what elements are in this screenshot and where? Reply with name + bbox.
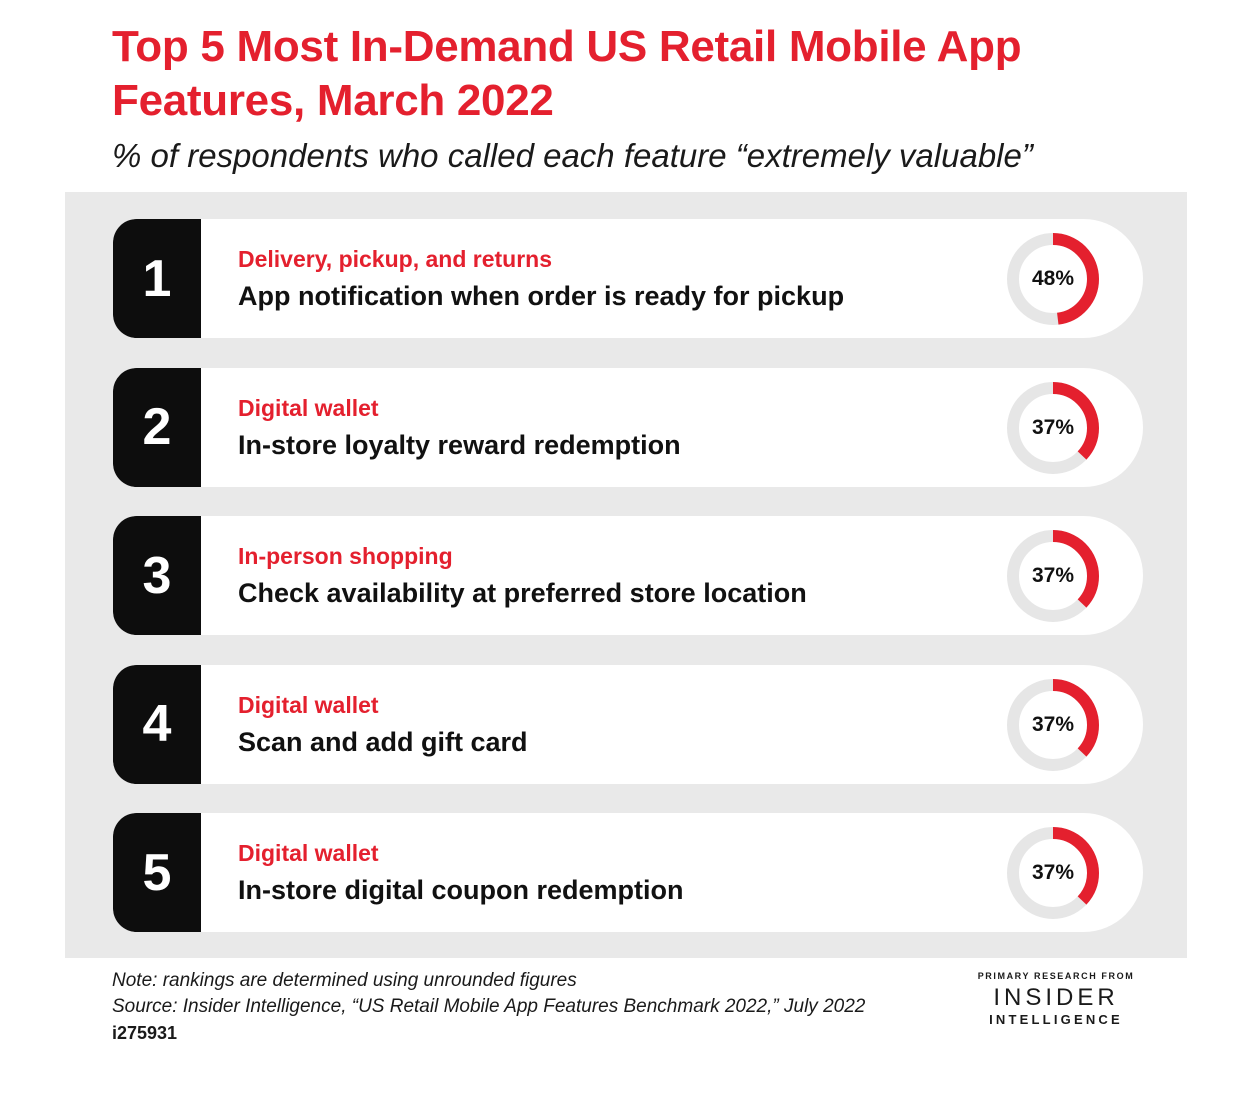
footnote: Note: rankings are determined using unro… — [112, 970, 577, 991]
rank-number: 1 — [113, 219, 201, 338]
ranking-row: 3 In-person shopping Check availability at… — [113, 516, 1143, 635]
feature-name: Scan and add gift card — [238, 726, 528, 757]
brand-tagline: PRIMARY RESEARCH FROM — [977, 971, 1135, 981]
feature-name: In-store loyalty reward redemption — [238, 429, 681, 460]
value-donut: 48% — [1007, 233, 1099, 325]
chart-title: Top 5 Most In-Demand US Retail Mobile Ap… — [112, 22, 1022, 125]
value-label: 48% — [1031, 267, 1075, 290]
feature-category: In-person shopping — [238, 543, 453, 569]
brand-name-line1: INSIDER — [993, 984, 1119, 1011]
chart-subtitle: % of respondents who called each feature… — [112, 137, 1033, 174]
feature-category: Digital wallet — [238, 394, 379, 421]
value-donut: 37% — [1007, 530, 1099, 622]
feature-category: Digital wallet — [238, 691, 379, 718]
value-donut: 37% — [1007, 381, 1099, 474]
value-label: 37% — [1031, 415, 1075, 439]
rank-number: 4 — [113, 664, 201, 784]
donut-value-arc — [1007, 233, 1099, 325]
source-note: Source: Insider Intelligence, “US Retail… — [112, 996, 866, 1017]
feature-category: Delivery, pickup, and returns — [238, 246, 553, 272]
donut-value-arc — [1007, 678, 1099, 771]
rank-number: 5 — [113, 813, 201, 932]
ranking-row: 5 Digital wallet In-store digital coupon r… — [113, 813, 1143, 932]
value-label: 37% — [1031, 712, 1075, 736]
value-donut: 37% — [1007, 827, 1099, 919]
value-label: 37% — [1031, 564, 1075, 587]
donut-chart — [1007, 381, 1099, 474]
ranking-row: 1 Delivery, pickup, and returns App notifi… — [113, 219, 1143, 338]
brand-name-line2: INTELLIGENCE — [989, 1012, 1123, 1027]
brand-logo: PRIMARY RESEARCH FROM INSIDER INTELLIGEN… — [972, 970, 1140, 1028]
ranking-panel: 1 Delivery, pickup, and returns App notifi… — [65, 192, 1187, 958]
donut-chart — [1007, 530, 1099, 622]
rank-number: 2 — [113, 367, 201, 487]
feature-category: Digital wallet — [238, 840, 379, 866]
value-donut: 37% — [1007, 678, 1099, 771]
value-label: 37% — [1031, 861, 1075, 884]
donut-chart — [1007, 827, 1099, 919]
feature-name: Check availability at preferred store lo… — [238, 578, 807, 608]
donut-value-arc — [1007, 381, 1099, 474]
chart-id: i275931 — [112, 1023, 178, 1043]
ranking-row: 4 Digital wallet Scan and add gift card 37% — [113, 664, 1143, 784]
donut-chart — [1007, 233, 1099, 325]
donut-value-arc — [1007, 530, 1099, 622]
donut-chart — [1007, 678, 1099, 771]
ranking-row: 2 Digital wallet In-store loyalty reward r… — [113, 367, 1143, 487]
rank-number: 3 — [113, 516, 201, 635]
feature-name: App notification when order is ready for… — [238, 281, 845, 311]
donut-value-arc — [1007, 827, 1099, 919]
feature-name: In-store digital coupon redemption — [238, 875, 684, 905]
